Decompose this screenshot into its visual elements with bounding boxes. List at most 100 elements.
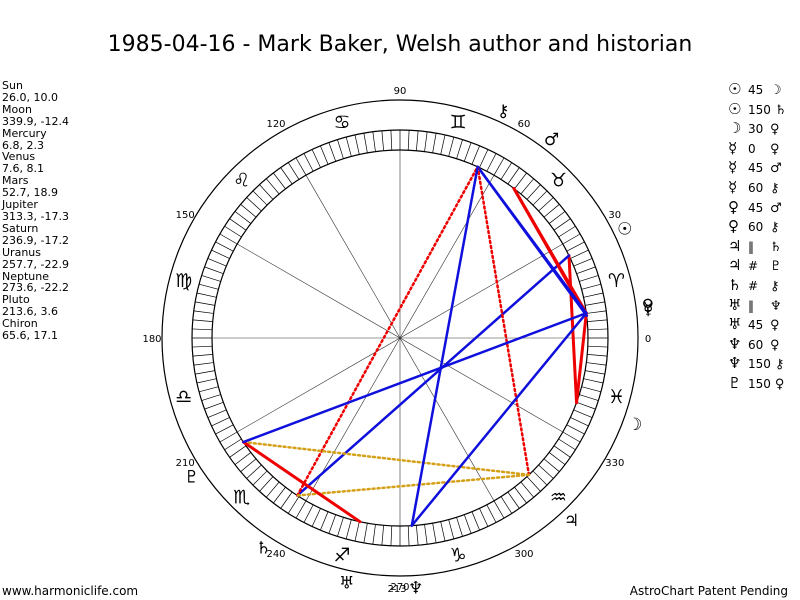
- aspect-planet-b-icon: ♂: [770, 200, 782, 216]
- tick: [543, 458, 560, 472]
- degree-label-300: 300: [514, 549, 533, 560]
- planet-jupiter-icon: ♃: [564, 511, 579, 531]
- aspect-line-neptune-chiron: [410, 165, 479, 527]
- aspect-planet-a-icon: ☉: [728, 80, 742, 98]
- tick: [204, 266, 224, 275]
- aspect-line-jupiter-chiron: [476, 165, 531, 477]
- tick: [201, 275, 221, 282]
- planet-name-sun: Sun: [2, 79, 23, 92]
- tick: [295, 157, 307, 176]
- planet-name-venus: Venus: [2, 150, 36, 164]
- tick: [520, 481, 534, 498]
- tick: [570, 249, 589, 259]
- planet-name-mars: Mars: [2, 174, 29, 188]
- tick: [246, 197, 262, 212]
- tick: [219, 431, 238, 443]
- tick: [562, 233, 581, 245]
- degree-labels: 0 30 60 90 120 150 180 210 240 270 300 330: [142, 86, 651, 593]
- tick: [558, 438, 576, 451]
- aspect-planet-b-icon: ♀: [770, 318, 780, 334]
- tick: [381, 525, 384, 546]
- tick: [585, 370, 605, 375]
- aspect-value: 0: [748, 141, 756, 156]
- tick: [587, 328, 608, 331]
- tick: [463, 514, 472, 534]
- tick: [579, 275, 599, 282]
- tick: [440, 521, 446, 542]
- tick: [207, 409, 227, 418]
- degree-label-270: 270: [390, 582, 409, 593]
- planet-name-neptune: Neptune: [2, 269, 50, 283]
- tick: [303, 153, 314, 172]
- aspect-value: 45: [748, 318, 764, 333]
- tick: [500, 496, 513, 514]
- aspect-row: ♆ 60 ♀: [728, 335, 787, 355]
- tick: [224, 438, 242, 451]
- aspect-value: 150: [748, 102, 771, 117]
- aspect-value: 60: [748, 180, 764, 195]
- tick: [207, 258, 227, 267]
- aspect-row: ♃ # ♇: [728, 256, 787, 276]
- aspect-line-sun-saturn: [296, 254, 571, 497]
- aspect-planet-a-icon: ♀: [728, 217, 739, 236]
- tick: [287, 162, 300, 180]
- aspect-list: ☉ 45 ☽ ☉ 150 ♄ ☽ 30 ♀ ☿ 0 ♀ ☿ 45 ♂ ☿ 60 ⚷ ♀ 45 ♂ ♀ 60 ⚷ ♃ ‖ ♄ ♃ # ♇ ♄ #…: [728, 80, 787, 394]
- tick: [266, 481, 280, 498]
- aspect-row: ☿ 45 ♂: [728, 158, 787, 178]
- tick: [587, 345, 608, 348]
- tick: [215, 424, 234, 435]
- tick: [532, 190, 548, 206]
- tick: [229, 445, 247, 458]
- tick: [424, 524, 428, 545]
- degree-label-330: 330: [605, 458, 624, 469]
- aspect-planet-a-icon: ☿: [728, 138, 738, 157]
- tick: [196, 292, 217, 298]
- aspect-planet-a-icon: ☉: [728, 99, 742, 118]
- aspect-value: 60: [748, 220, 764, 235]
- tick: [500, 162, 513, 180]
- aspect-value: 30: [748, 122, 764, 137]
- aspect-row: ☉ 150 ♄: [728, 100, 787, 120]
- aspect-row: ♅ 45 ♀: [728, 315, 787, 335]
- aspect-lines: [241, 165, 589, 527]
- tick: [573, 409, 593, 418]
- tick: [486, 153, 497, 172]
- aspect-value: ‖: [748, 298, 754, 313]
- tick: [579, 394, 599, 401]
- tick: [240, 204, 257, 218]
- tick: [440, 134, 446, 155]
- tick: [196, 378, 217, 384]
- zodiac-libra-icon: ♎: [175, 386, 192, 408]
- tick: [514, 172, 527, 190]
- aspect-value: ‖: [748, 239, 754, 254]
- tick: [211, 417, 230, 427]
- aspect-line-venus-chiron: [476, 165, 588, 315]
- planet-mars-icon: ♂: [544, 130, 559, 150]
- tick: [581, 386, 602, 393]
- tick: [558, 225, 576, 238]
- outer-circle: [161, 99, 639, 577]
- tick: [381, 130, 384, 151]
- aspect-row: ☽ 30 ♀: [728, 119, 787, 139]
- tick: [211, 249, 230, 259]
- aspect-planet-b-icon: ♀: [770, 141, 780, 157]
- aspect-planet-b-icon: ♄: [770, 239, 782, 255]
- aspect-planet-a-icon: ♅: [728, 295, 742, 314]
- tick: [471, 145, 480, 165]
- tick: [407, 525, 410, 546]
- tick: [493, 500, 505, 519]
- wheel-spokes: [212, 150, 588, 526]
- planet-venus-icon: ♀: [642, 296, 654, 316]
- tick: [463, 142, 472, 162]
- aspect-value: #: [748, 259, 759, 274]
- tick: [548, 452, 566, 465]
- tick: [456, 139, 463, 159]
- tick: [328, 142, 337, 162]
- aspect-planet-a-icon: ☽: [728, 119, 742, 138]
- planet-moon-icon: ☽: [627, 415, 642, 435]
- planet-chiron-icon: ⚷: [497, 101, 509, 121]
- tick: [479, 508, 489, 527]
- tick: [320, 145, 329, 165]
- aspect-row: ♆ 150 ⚷: [728, 354, 787, 374]
- planet-coords-sun: 26.0, 10.0: [2, 90, 58, 104]
